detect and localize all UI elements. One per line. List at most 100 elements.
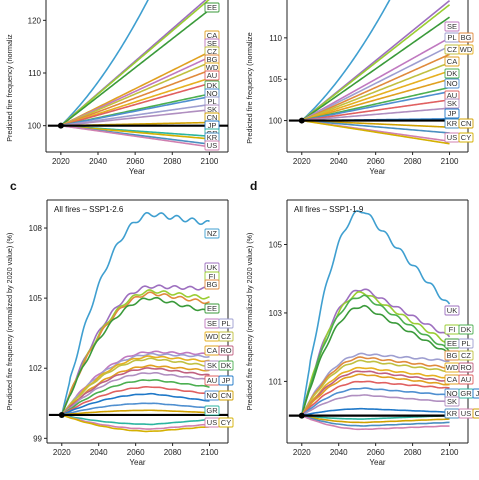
x-tick-label: 2080 bbox=[404, 157, 422, 166]
x-tick-label: 2020 bbox=[293, 448, 311, 457]
country-tag-box bbox=[204, 405, 220, 416]
country-tag-label: PL bbox=[207, 97, 216, 106]
series-line-fi bbox=[301, 291, 450, 416]
series-line-nz bbox=[301, 0, 391, 122]
chart-svg: 2020 2040 2060 2080 2100 Year 101 103 105 Predict… bbox=[245, 179, 479, 467]
country-tag-box bbox=[218, 360, 234, 371]
country-tag-label: DK bbox=[461, 325, 471, 334]
series-line-au bbox=[61, 386, 210, 416]
country-tag-nz: NZ bbox=[204, 228, 220, 239]
country-tag-uk: UK bbox=[444, 305, 460, 316]
country-tag-cz: CZ bbox=[458, 350, 474, 361]
country-tag-label: AU bbox=[207, 376, 217, 385]
series-line-pl bbox=[301, 45, 450, 122]
country-tag-ro: RO bbox=[218, 345, 234, 356]
country-tag-label: PL bbox=[447, 33, 456, 42]
x-tick-label: 2080 bbox=[404, 448, 422, 457]
series-line-no bbox=[61, 402, 210, 416]
country-tag-box bbox=[458, 118, 474, 129]
country-tag-fi: FI bbox=[444, 324, 460, 335]
series-line-bg bbox=[301, 53, 450, 122]
x-tick-label: 2020 bbox=[53, 448, 71, 457]
series-line-nz bbox=[60, 0, 149, 127]
series-line-bg bbox=[61, 291, 210, 416]
country-tag-ca: CA bbox=[444, 374, 460, 385]
country-tag-box bbox=[218, 417, 234, 428]
series-line-cy bbox=[61, 414, 210, 433]
country-tag-box bbox=[444, 68, 460, 79]
series-line-kr bbox=[301, 414, 450, 427]
y-tick-label: 110 bbox=[28, 69, 41, 78]
country-tag-cn: CN bbox=[204, 112, 220, 123]
series-line-se bbox=[60, 56, 210, 127]
series-line-sk bbox=[301, 394, 450, 417]
country-tag-box bbox=[444, 56, 460, 67]
panel-title: All fires – SSP1-1.9 bbox=[294, 205, 364, 214]
country-tag-cy: CY bbox=[218, 417, 234, 428]
series-line-au bbox=[301, 380, 450, 417]
country-tag-dk: DK bbox=[218, 360, 234, 371]
series-line-ro bbox=[61, 367, 210, 416]
series-line-jp bbox=[61, 392, 210, 416]
country-tag-label: US bbox=[461, 409, 471, 418]
country-tag-label: CZ bbox=[447, 45, 457, 54]
x-tick-label: 2100 bbox=[201, 157, 219, 166]
country-tag-box bbox=[458, 350, 474, 361]
country-tag-label: KR bbox=[207, 133, 218, 142]
x-tick-label: 2100 bbox=[441, 448, 459, 457]
country-tag-ee: EE bbox=[444, 338, 460, 349]
country-tag-label: DK bbox=[447, 69, 457, 78]
country-tag-cn: CN bbox=[472, 408, 479, 419]
series-line-bg bbox=[60, 69, 210, 127]
country-tag-label: CY bbox=[221, 418, 231, 427]
country-tag-box bbox=[472, 408, 479, 419]
y-tick-label: 108 bbox=[29, 224, 43, 233]
country-tag-label: JP bbox=[476, 389, 479, 398]
country-tag-dk: DK bbox=[458, 324, 474, 335]
country-tag-label: EE bbox=[207, 304, 217, 313]
y-tick-label: 110 bbox=[269, 34, 282, 43]
series-line-ee bbox=[61, 296, 211, 416]
country-tag-label: BG bbox=[207, 55, 218, 64]
series-line-nz bbox=[300, 210, 451, 416]
country-tag-label: RO bbox=[220, 346, 231, 355]
x-tick-label: 2100 bbox=[201, 448, 219, 457]
country-tag-box bbox=[204, 279, 220, 290]
country-tag-wd: WD bbox=[204, 331, 220, 342]
country-tag-label: CZ bbox=[221, 332, 231, 341]
panel-title: All fires – SSP1-2.6 bbox=[54, 205, 124, 214]
x-tick-label: 2040 bbox=[90, 448, 108, 457]
country-tag-us: US bbox=[204, 140, 220, 151]
country-tag-label: CY bbox=[461, 133, 471, 142]
country-tag-dk: DK bbox=[444, 68, 460, 79]
country-tag-box bbox=[458, 338, 474, 349]
country-tag-label: CA bbox=[447, 57, 457, 66]
country-tag-label: WD bbox=[446, 363, 459, 372]
series-group bbox=[60, 0, 210, 148]
y-tick-label: 99 bbox=[33, 434, 42, 443]
country-tag-label: RO bbox=[460, 363, 471, 372]
country-tag-ca: CA bbox=[444, 56, 460, 67]
country-tag-box bbox=[458, 32, 474, 43]
series-line-bg bbox=[301, 356, 450, 416]
country-tag-label: EE bbox=[447, 339, 457, 348]
series-line-ee bbox=[60, 9, 210, 127]
series-group bbox=[301, 0, 451, 145]
y-axis-label: Predicted fire frequency (normalized by … bbox=[245, 233, 254, 411]
country-tag-label: PL bbox=[461, 339, 470, 348]
country-tag-box bbox=[218, 331, 234, 342]
country-tag-cz: CZ bbox=[204, 46, 220, 57]
country-tag-sk: SK bbox=[444, 98, 460, 109]
series-line-gr bbox=[61, 414, 210, 426]
series-group bbox=[61, 211, 211, 433]
country-tag-kr: KR bbox=[444, 408, 460, 419]
series-line-fi bbox=[301, 4, 451, 122]
country-tag-label: JP bbox=[222, 376, 231, 385]
country-tag-label: AU bbox=[447, 91, 457, 100]
country-tag-box bbox=[472, 388, 479, 399]
x-axis-label: Year bbox=[129, 167, 146, 176]
series-line-wd bbox=[301, 70, 450, 122]
country-tag-sk: SK bbox=[204, 104, 220, 115]
series-line-wd bbox=[61, 355, 210, 416]
series-line-pl bbox=[301, 352, 450, 416]
